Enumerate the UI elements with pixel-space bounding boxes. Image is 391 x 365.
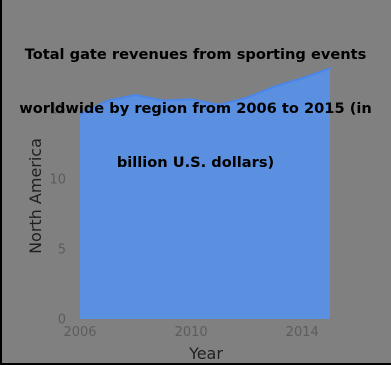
x-tick-label: 2014 <box>286 325 319 340</box>
data-point <box>190 98 193 101</box>
y-tick-label: 15 <box>49 103 66 118</box>
series-area <box>80 68 330 320</box>
data-point <box>217 103 220 106</box>
chart-title-line: worldwide by region from 2006 to 2015 (i… <box>19 100 372 117</box>
chart-title-line: Total gate revenues from sporting events <box>24 46 367 63</box>
data-point <box>162 99 165 102</box>
series-line <box>79 67 331 116</box>
data-point <box>106 99 109 102</box>
y-tick-label: 5 <box>58 243 66 258</box>
y-axis-ticks: 0 5 10 15 <box>49 103 66 328</box>
x-tick-label: 2010 <box>175 325 208 340</box>
x-axis-ticks: 2006 2010 2014 <box>63 325 318 340</box>
y-tick-label: 10 <box>49 173 66 188</box>
data-point <box>79 113 81 116</box>
chart-title-line: billion U.S. dollars) <box>116 154 275 171</box>
x-axis-label: Year <box>188 344 223 363</box>
frame-border-bottom <box>0 363 391 365</box>
y-axis-label: North America <box>26 138 45 254</box>
y-tick-label: 0 <box>58 313 66 328</box>
data-point <box>273 85 276 88</box>
data-point <box>134 94 137 96</box>
x-tick-label: 2006 <box>63 325 96 340</box>
data-point <box>329 67 331 70</box>
plot-area <box>79 67 331 320</box>
frame-border-left <box>0 0 2 365</box>
data-point <box>301 77 304 80</box>
chart-title: Total gate revenues from sporting events… <box>0 10 391 208</box>
data-point <box>245 96 248 99</box>
